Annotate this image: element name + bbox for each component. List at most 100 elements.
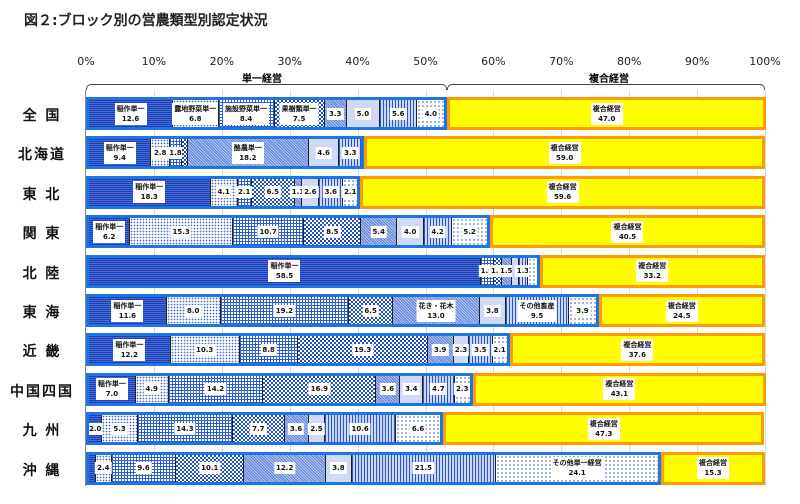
bar-segment: 稲作単一 18.3 (89, 178, 211, 206)
data-label: 稲作単一 7.0 (95, 378, 128, 401)
gridline (765, 90, 766, 486)
single-management-bar: 稲作単一 12.6 露地野菜単一 6.8 施設野菜単一 8.4 果樹類単一 7.5 3.3 5.0… (86, 97, 448, 130)
single-management-bar: 稲作単一 6.2 15.3 10.7 8.5 5.4 4.0 4.2 5.2 (86, 215, 490, 249)
bar-segment (527, 257, 537, 285)
segment-name: 複合経営 (550, 143, 579, 152)
data-label: 2.1 (342, 186, 358, 199)
segment-value: 24.5 (673, 311, 691, 320)
segment-value: 2.6 (304, 188, 317, 197)
data-label: 2.3 (452, 343, 470, 356)
segment-value: 11.6 (118, 311, 137, 320)
bar-segment: その他単一経営 24.1 (496, 454, 659, 482)
row-label: 北海道 (18, 147, 66, 164)
bar-segment: 16.9 (263, 375, 377, 403)
bar-segment (181, 139, 188, 167)
segment-name: 複合経営 (548, 183, 577, 192)
segment-value: 3.8 (332, 464, 345, 473)
data-label: 複合経営 24.5 (665, 299, 698, 322)
segment-value: 16.9 (310, 385, 329, 394)
x-tick-label: 60% (481, 55, 506, 68)
bar-segment: 4.6 (308, 139, 340, 167)
data-label: 露地野菜単一 6.8 (172, 102, 219, 125)
data-label: 2.1 (491, 343, 507, 356)
multi-management-bar: 複合経営 33.2 (539, 254, 765, 288)
data-label: 8.8 (260, 343, 277, 356)
data-label: 稲作単一 11.6 (111, 299, 144, 322)
data-label: 2.0 (88, 422, 104, 435)
data-label: 複合経営 15.3 (697, 457, 730, 480)
bar-segment: 2.5 (308, 415, 326, 443)
segment-name: 複合経営 (699, 459, 728, 468)
segment-value: 1.5 (500, 267, 513, 276)
segment-value: 5.4 (372, 227, 385, 236)
data-label: 3.3 (342, 146, 359, 159)
segment-value: 6.6 (411, 424, 425, 433)
segment-value: 33.2 (643, 272, 661, 281)
multi-management-bar: 複合経営 59.6 (360, 175, 765, 209)
data-label: 3.9 (432, 343, 449, 356)
bar-segment: 19.2 (220, 297, 350, 324)
data-label: 14.2 (204, 383, 227, 396)
segment-value: 2.4 (97, 464, 110, 473)
segment-value: 37.6 (628, 350, 646, 359)
segment-value: 21.5 (414, 464, 433, 473)
single-management-bar: 稲作単一 7.0 4.9 14.2 16.9 3.6 3.4 4.7 2.3 (86, 372, 474, 406)
bar-segment: 8.0 (166, 297, 221, 324)
data-label: 8.0 (184, 304, 202, 317)
data-label: 2.4 (95, 462, 112, 475)
data-label: 9.6 (135, 462, 152, 475)
segment-name: 稲作単一 (135, 183, 164, 192)
segment-value: 24.1 (568, 469, 586, 478)
segment-value: 3.8 (486, 306, 499, 315)
bar-segment: 2.0 (88, 415, 104, 443)
bar-segment: その他畜産 9.5 (505, 297, 570, 324)
x-tick-label: 0% (77, 55, 95, 68)
row-label: 全 国 (22, 108, 62, 124)
bar-segment: 稲作単一 7.0 (89, 375, 136, 403)
group-label-single: 単一経営 (242, 74, 282, 85)
data-label: 3.6 (379, 383, 397, 396)
segment-value: 3.6 (289, 424, 303, 433)
multi-management-bar: 複合経営 59.0 (364, 136, 765, 170)
data-label: 複合経営 40.5 (611, 220, 644, 243)
segment-value: 6.2 (103, 232, 116, 241)
segment-value: 10.6 (351, 424, 369, 433)
segment-value: 40.5 (618, 232, 637, 241)
segment-name: 施設野菜単一 (225, 104, 268, 113)
segment-value: 2.3 (454, 345, 468, 354)
segment-name: 果樹類単一 (281, 104, 317, 113)
data-label: 4.0 (422, 107, 439, 120)
segment-value: 4.6 (317, 148, 330, 157)
segment-value: 1.9 (480, 267, 493, 276)
data-label: 複合経営 43.1 (603, 378, 636, 401)
data-label: 6.6 (409, 422, 427, 435)
segment-value: 10.3 (195, 345, 214, 354)
data-label: 2.1 (236, 186, 253, 199)
bar-segment: 21.5 (351, 454, 497, 482)
segment-value: 3.5 (474, 345, 487, 354)
segment-name: 稲作単一 (113, 301, 142, 310)
bar-segment: 5.4 (361, 218, 398, 246)
data-label: 稲作単一 58.5 (268, 260, 301, 283)
segment-value: 47.3 (595, 429, 613, 438)
segment-value: 5.3 (113, 424, 126, 433)
bar-segment: 8.8 (239, 336, 299, 364)
data-label: 複合経営 33.2 (636, 260, 669, 283)
data-label: その他畜産 9.5 (517, 299, 557, 322)
data-label: 21.5 (412, 462, 435, 475)
segment-value: 2.1 (344, 188, 357, 197)
segment-value: 1.3 (516, 267, 530, 276)
x-tick-label: 90% (684, 55, 710, 68)
data-label: 稲作単一 12.6 (114, 102, 147, 125)
bar-segment: 稲作単一 11.6 (89, 297, 167, 324)
bar-segment: 6.5 (349, 297, 393, 324)
bar-segment: 稲作単一 9.4 (89, 139, 152, 167)
bar-segment: 10.7 (232, 218, 305, 246)
segment-value: 2.0 (88, 424, 102, 433)
data-label: 施設野菜単一 8.4 (223, 102, 270, 125)
gridline (629, 90, 631, 486)
bar-segment: 12.2 (244, 454, 327, 482)
segment-value: 9.6 (137, 464, 150, 473)
bar-segment: 3.9 (569, 297, 596, 324)
bar-segment: 施設野菜単一 8.4 (218, 100, 275, 127)
